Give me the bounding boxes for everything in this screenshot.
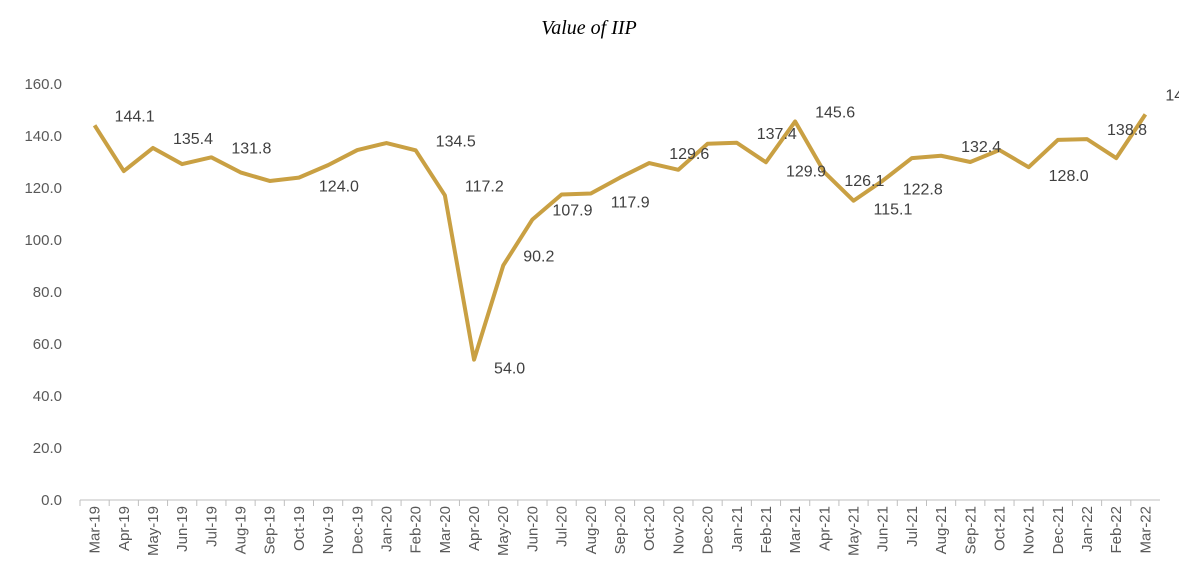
x-tick-label: May-21 <box>846 506 863 556</box>
x-tick-label: Jul-20 <box>554 506 571 547</box>
data-label: 129.6 <box>669 146 709 163</box>
x-tick-label: Apr-19 <box>116 506 133 551</box>
data-label: 126.1 <box>844 173 884 190</box>
x-tick-label: Apr-21 <box>816 506 833 551</box>
x-tick-label: Nov-20 <box>670 506 687 554</box>
x-tick-label: Jun-19 <box>174 506 191 552</box>
x-tick-label: Nov-21 <box>1021 506 1038 554</box>
x-tick-label: Aug-19 <box>233 506 250 554</box>
data-label: 137.4 <box>757 126 797 143</box>
data-label: 144.1 <box>115 108 155 125</box>
x-tick-label: Oct-21 <box>991 506 1008 551</box>
data-label: 132.4 <box>961 139 1001 156</box>
x-tick-label: Mar-21 <box>787 506 804 554</box>
x-tick-label: Dec-20 <box>700 506 717 554</box>
x-tick-label: Feb-22 <box>1108 506 1125 554</box>
data-label: 138.8 <box>1107 122 1147 139</box>
data-label: 145.6 <box>815 104 855 121</box>
x-tick-label: Aug-21 <box>933 506 950 554</box>
y-tick-label: 40.0 <box>33 388 62 405</box>
x-tick-label: Mar-22 <box>1137 506 1154 554</box>
x-tick-label: Jul-19 <box>203 506 220 547</box>
y-tick-label: 100.0 <box>24 232 62 249</box>
x-tick-label: Sep-21 <box>962 506 979 554</box>
data-label: 148.3 <box>1165 87 1179 104</box>
x-tick-label: Jan-22 <box>1079 506 1096 552</box>
y-tick-label: 160.0 <box>24 76 62 93</box>
chart-title: Value of IIP <box>541 17 637 39</box>
data-label: 54.0 <box>494 361 525 378</box>
x-tick-label: Oct-19 <box>291 506 308 551</box>
x-tick-label: Jan-20 <box>378 506 395 552</box>
x-tick-label: Aug-20 <box>583 506 600 554</box>
data-label: 90.2 <box>523 248 554 265</box>
data-label: 117.2 <box>465 178 504 195</box>
x-tick-label: Jul-21 <box>904 506 921 547</box>
y-tick-label: 20.0 <box>33 440 62 457</box>
x-tick-label: Jun-21 <box>875 506 892 552</box>
x-tick-label: Oct-20 <box>641 506 658 551</box>
data-label: 122.8 <box>903 182 943 199</box>
data-label: 124.0 <box>319 179 359 196</box>
y-tick-label: 80.0 <box>33 284 62 301</box>
x-tick-label: Sep-20 <box>612 506 629 554</box>
x-tick-label: Feb-21 <box>758 506 775 554</box>
data-label: 135.4 <box>173 131 213 148</box>
x-tick-label: Feb-20 <box>408 506 425 554</box>
series-line <box>92 113 1148 362</box>
data-label: 107.9 <box>552 202 592 219</box>
data-label: 134.5 <box>436 133 476 150</box>
y-tick-label: 140.0 <box>24 128 62 145</box>
y-tick-label: 0.0 <box>41 492 62 509</box>
x-tick-label: Dec-19 <box>349 506 366 554</box>
x-tick-label: Nov-19 <box>320 506 337 554</box>
x-tick-label: Jan-21 <box>729 506 746 552</box>
y-tick-label: 120.0 <box>24 180 62 197</box>
data-label: 115.1 <box>874 202 913 219</box>
x-tick-label: Mar-19 <box>87 506 104 554</box>
data-label: 129.9 <box>786 163 826 180</box>
x-tick-label: May-20 <box>495 506 512 556</box>
x-tick-label: Mar-20 <box>437 506 454 554</box>
data-label: 131.8 <box>231 140 271 157</box>
x-tick-label: Sep-19 <box>262 506 279 554</box>
y-tick-label: 60.0 <box>33 336 62 353</box>
x-tick-label: Dec-21 <box>1050 506 1067 554</box>
x-tick-label: Jun-20 <box>524 506 541 552</box>
data-label: 128.0 <box>1049 168 1089 185</box>
data-label: 117.9 <box>611 194 650 211</box>
x-tick-label: Apr-20 <box>466 506 483 551</box>
x-tick-label: May-19 <box>145 506 162 556</box>
